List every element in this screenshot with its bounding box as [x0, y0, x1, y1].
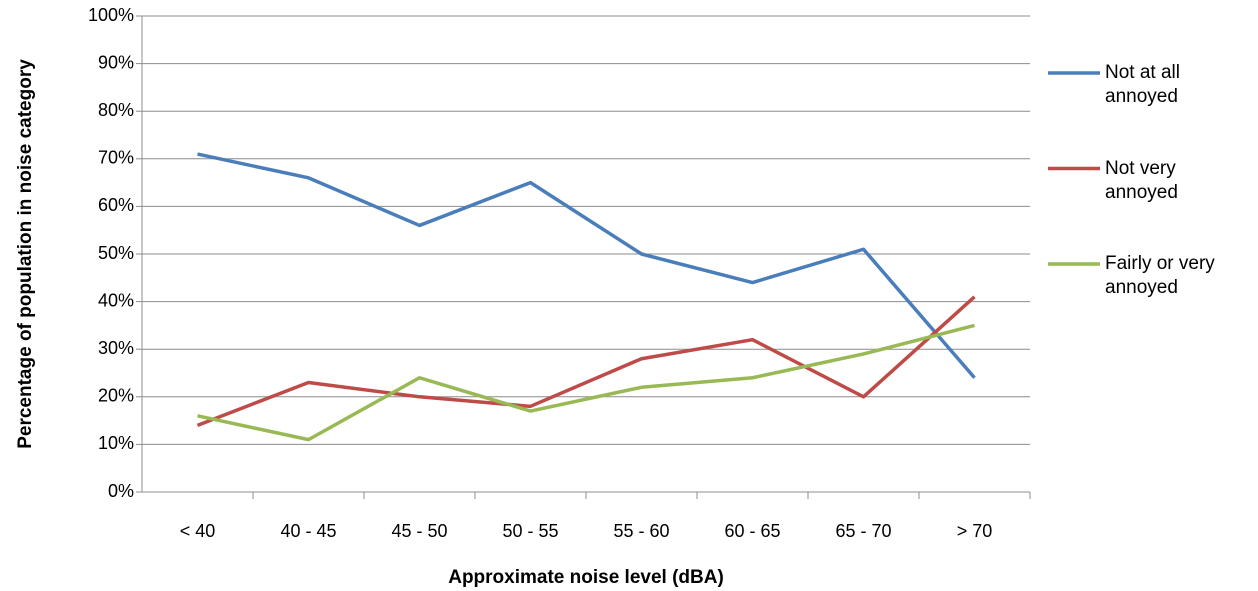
series-line	[197, 323, 975, 442]
legend-label: Not at all annoyed	[1105, 62, 1180, 107]
y-tick-label: 0%	[108, 481, 134, 501]
y-axis-label: Percentage of population in noise catego…	[15, 59, 36, 449]
series-line	[196, 295, 976, 427]
x-tick-label: 55 - 60	[613, 521, 669, 541]
x-tick-label: 65 - 70	[835, 521, 891, 541]
y-tick-label: 100%	[88, 5, 134, 25]
x-tick-label: 50 - 55	[502, 521, 558, 541]
x-tick-label: 60 - 65	[724, 521, 780, 541]
y-tick-label: 50%	[98, 243, 134, 263]
y-tick-label: 70%	[98, 148, 134, 168]
x-tick-label: < 40	[180, 521, 216, 541]
x-tick-label: > 70	[957, 521, 993, 541]
y-tick-label: 90%	[98, 52, 134, 72]
legend-label: Fairly or very annoyed	[1105, 253, 1215, 298]
y-tick-label: 40%	[98, 290, 134, 310]
y-tick-label: 30%	[98, 338, 134, 358]
y-tick-label: 10%	[98, 433, 134, 453]
y-tick-label: 80%	[98, 100, 134, 120]
x-tick-label: 45 - 50	[391, 521, 447, 541]
legend-label: Not very annoyed	[1105, 157, 1178, 203]
x-axis-label: Approximate noise level (dBA)	[448, 567, 724, 588]
series-line	[197, 152, 976, 379]
y-tick-label: 60%	[98, 195, 134, 215]
y-tick-label: 20%	[98, 386, 134, 406]
x-tick-label: 40 - 45	[280, 521, 336, 541]
